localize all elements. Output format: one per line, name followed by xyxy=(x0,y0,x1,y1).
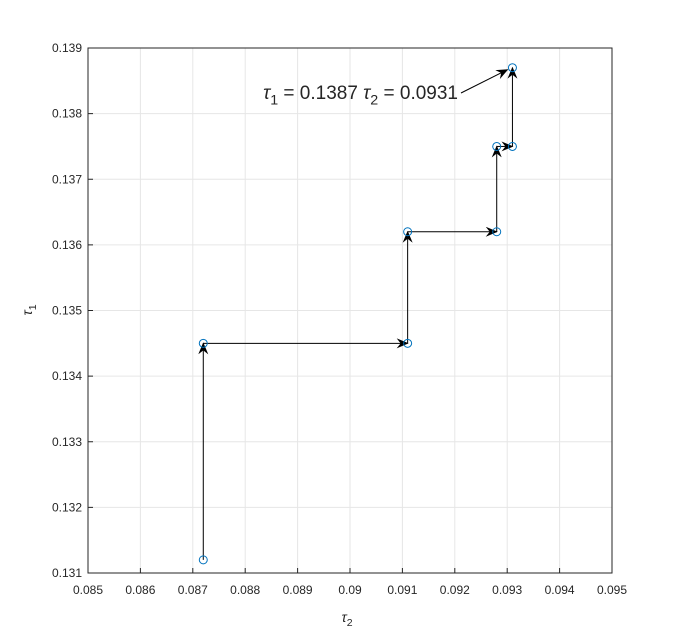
subscript: 2 xyxy=(347,617,353,629)
annotation-text: = 0.1387 xyxy=(278,83,363,104)
point xyxy=(403,227,413,237)
annotation: τ1 = 0.1387 τ2 = 0.0931 xyxy=(263,83,458,109)
x-tick-label: 0.085 xyxy=(73,583,103,597)
subscript: 1 xyxy=(270,93,278,109)
x-tick-label: 0.093 xyxy=(492,583,522,597)
x-axis-label: τ2 xyxy=(341,609,352,629)
y-tick-label: 0.132 xyxy=(52,500,82,514)
x-tick-label: 0.087 xyxy=(178,583,208,597)
y-tick-label: 0.135 xyxy=(52,304,82,318)
symbol: τ xyxy=(263,83,272,104)
point xyxy=(492,227,502,237)
symbol: τ xyxy=(341,609,347,625)
symbol: τ xyxy=(363,83,372,104)
subscript: 1 xyxy=(27,304,39,310)
y-tick-label: 0.133 xyxy=(52,435,82,449)
x-tick-label: 0.092 xyxy=(440,583,470,597)
y-tick-label: 0.136 xyxy=(52,238,82,252)
y-tick-label: 0.138 xyxy=(52,107,82,121)
subscript: 2 xyxy=(370,93,378,109)
x-tick-label: 0.09 xyxy=(338,583,362,597)
y-axis-label: τ1 xyxy=(19,304,39,315)
point xyxy=(507,63,517,73)
x-tick-label: 0.089 xyxy=(283,583,313,597)
y-tick-label: 0.139 xyxy=(52,41,82,55)
x-tick-label: 0.094 xyxy=(545,583,575,597)
point xyxy=(198,555,208,565)
point xyxy=(507,141,517,151)
x-tick-label: 0.088 xyxy=(230,583,260,597)
y-tick-label: 0.137 xyxy=(52,172,82,186)
annotation-text: = 0.0931 xyxy=(378,83,458,104)
annotation-arrow xyxy=(460,69,509,94)
y-tick-label: 0.134 xyxy=(52,369,82,383)
point xyxy=(492,141,502,151)
x-tick-label: 0.086 xyxy=(125,583,155,597)
x-tick-label: 0.091 xyxy=(387,583,417,597)
x-tick-label: 0.095 xyxy=(597,583,627,597)
point xyxy=(403,338,413,348)
y-tick-label: 0.131 xyxy=(52,566,82,580)
point xyxy=(198,338,208,348)
symbol: τ xyxy=(19,310,35,316)
